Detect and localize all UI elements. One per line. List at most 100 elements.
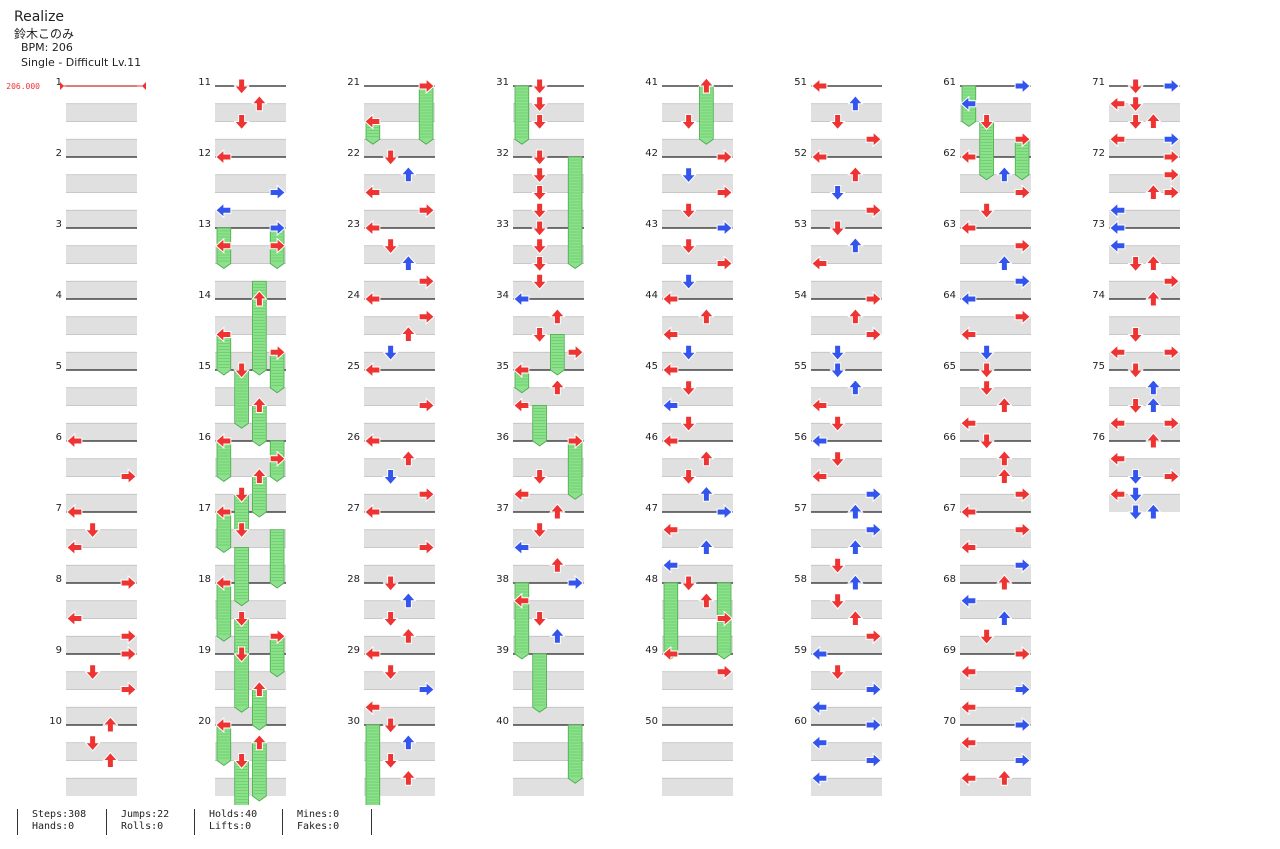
left-arrow-note <box>960 503 977 521</box>
song-artist: 鈴木このみ <box>14 27 75 41</box>
measure-stripe <box>1109 139 1180 157</box>
measure-stripe <box>811 174 882 193</box>
measure-number: 1 <box>56 77 62 88</box>
down-arrow-note <box>829 415 846 433</box>
measure-stripe <box>811 245 882 264</box>
right-arrow-note <box>1014 557 1031 574</box>
measure-stripe <box>364 671 435 690</box>
measure-stripe <box>215 494 286 512</box>
measure-stripe <box>960 245 1031 264</box>
measure-number: 70 <box>943 716 956 727</box>
up-arrow-note <box>1145 432 1162 449</box>
measure-stripe <box>960 778 1031 796</box>
up-arrow-note <box>847 538 864 555</box>
up-arrow-note <box>1145 290 1162 307</box>
hold-body <box>567 156 583 269</box>
left-arrow-note <box>364 184 381 201</box>
measure-number: 22 <box>347 148 360 159</box>
right-arrow-note <box>1163 77 1180 95</box>
down-arrow-note <box>382 611 399 628</box>
right-arrow-note <box>269 237 286 254</box>
right-arrow-note <box>1014 716 1031 734</box>
measure-stripe <box>364 174 435 193</box>
measure-stripe <box>215 281 286 299</box>
measure-stripe <box>960 742 1031 761</box>
down-arrow-note <box>680 575 697 592</box>
measure-stripe <box>960 458 1031 477</box>
left-arrow-note <box>811 468 828 485</box>
measure-stripe <box>513 387 584 406</box>
measure-number: 26 <box>347 432 360 443</box>
right-arrow-note <box>865 681 882 698</box>
down-arrow-note <box>531 327 548 344</box>
stat-jumps: Jumps:22 <box>121 809 170 820</box>
measure-stripe <box>513 139 584 157</box>
measure-stripe <box>1109 174 1180 193</box>
stat-holds-lifts: Holds:40 Lifts:0 <box>209 809 257 833</box>
measure-number: 67 <box>943 503 956 514</box>
measure-number: 48 <box>645 574 658 585</box>
measure-number: 30 <box>347 716 360 727</box>
left-arrow-note <box>364 361 381 379</box>
right-arrow-note <box>1163 344 1180 361</box>
left-arrow-note <box>215 326 232 343</box>
up-arrow-note <box>251 396 268 413</box>
left-arrow-note <box>364 645 381 663</box>
up-arrow-note <box>698 591 715 609</box>
measure-stripe <box>662 778 733 796</box>
right-arrow-note <box>1014 131 1031 148</box>
measure-stripe <box>215 600 286 619</box>
down-arrow-note <box>382 149 399 166</box>
measure-stripe <box>513 458 584 477</box>
down-arrow-note <box>382 344 399 362</box>
left-arrow-note <box>1109 344 1126 361</box>
left-arrow-note <box>364 290 381 308</box>
left-arrow-note <box>215 202 232 219</box>
up-arrow-note <box>996 574 1013 591</box>
measure-stripe <box>811 458 882 477</box>
down-arrow-note <box>680 238 697 255</box>
measure-number: 20 <box>198 716 211 727</box>
measure-number: 32 <box>496 148 509 159</box>
down-arrow-note <box>978 628 995 646</box>
left-arrow-note <box>811 734 828 751</box>
measure-stripe <box>66 494 137 512</box>
hold-body <box>269 529 285 589</box>
measure-stripe <box>1109 210 1180 228</box>
measure-number: 76 <box>1092 432 1105 443</box>
down-arrow-note <box>978 433 995 450</box>
hold-body <box>234 547 249 607</box>
measure-stripe <box>364 742 435 761</box>
measure-number: 75 <box>1092 361 1105 372</box>
measure-stripe <box>215 636 286 654</box>
right-arrow-note <box>120 574 137 592</box>
measure-stripe <box>960 636 1031 654</box>
left-arrow-note <box>960 290 977 308</box>
measure-stripe <box>364 139 435 157</box>
measure-stripe <box>66 565 137 583</box>
stat-steps: Steps:308 <box>32 809 87 820</box>
down-arrow-note <box>978 202 995 220</box>
down-arrow-note <box>531 256 548 273</box>
down-arrow-note <box>84 522 101 539</box>
stats-divider <box>106 809 107 835</box>
up-arrow-note <box>400 449 417 467</box>
measure-stripe <box>215 742 286 761</box>
down-arrow-note <box>382 238 399 255</box>
left-arrow-note <box>960 663 977 680</box>
measure-number: 47 <box>645 503 658 514</box>
measure-stripe <box>662 742 733 761</box>
right-arrow-note <box>1014 752 1031 769</box>
left-arrow-note <box>811 432 828 450</box>
measure-number: 5 <box>56 361 62 372</box>
measure-number: 38 <box>496 574 509 585</box>
right-arrow-note <box>120 468 137 485</box>
bpm-tick-right <box>142 82 146 90</box>
up-arrow-note <box>996 609 1013 626</box>
measure-stripe <box>215 565 286 583</box>
measure-stripe <box>66 742 137 761</box>
measure-stripe <box>66 707 137 725</box>
left-arrow-note <box>1109 131 1126 148</box>
left-arrow-note <box>364 113 381 130</box>
up-arrow-note <box>251 467 268 484</box>
